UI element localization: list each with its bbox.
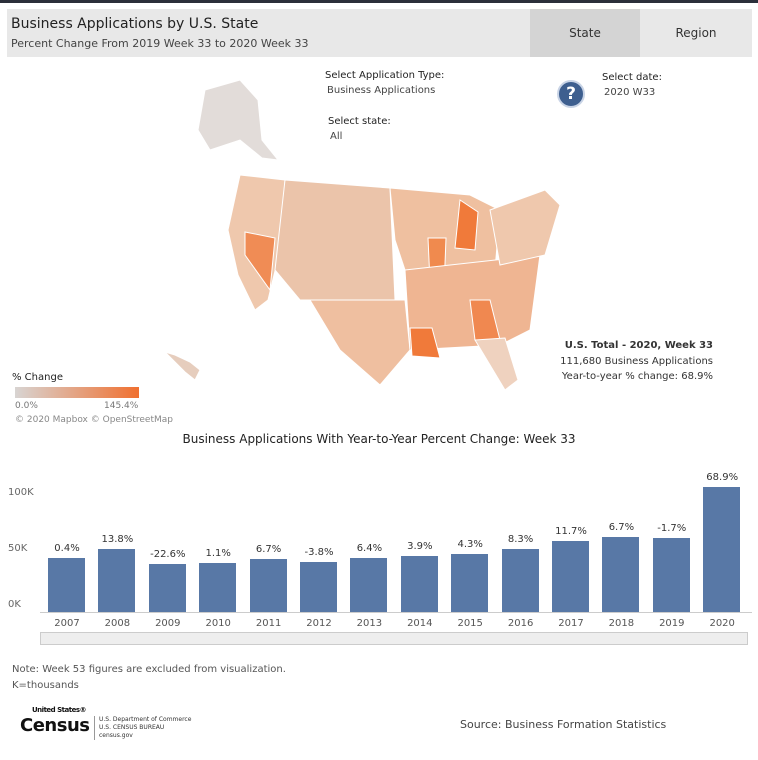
bar-value-label: 6.7% [608, 521, 635, 533]
bar-value-label: 6.7% [255, 544, 282, 556]
total-heading: U.S. Total - 2020, Week 33 [564, 340, 713, 351]
dept-line2: U.S. CENSUS BUREAU [99, 724, 165, 731]
bar-value-label: 4.3% [457, 538, 483, 550]
bar-value-label: -22.6% [150, 548, 186, 560]
x-tick-label: 2010 [205, 618, 231, 629]
x-tick-label: 2009 [155, 618, 181, 629]
y-tick-label: 50K [8, 543, 28, 554]
dept-line1: U.S. Department of Commerce [99, 716, 192, 723]
bar-2008[interactable] [98, 549, 136, 612]
bar-2011[interactable] [249, 559, 287, 612]
help-icon[interactable]: ? [557, 80, 585, 108]
dept-info: U.S. Department of Commerce U.S. CENSUS B… [94, 716, 191, 740]
bar-value-label: 6.4% [356, 543, 383, 555]
legend-title: % Change [12, 372, 63, 383]
map-northeast[interactable] [489, 189, 561, 266]
x-tick-label: 2013 [356, 618, 383, 629]
x-tick-label: 2008 [104, 618, 131, 629]
map-hawaii[interactable] [164, 351, 201, 381]
map-mountain[interactable] [274, 179, 396, 301]
total-apps: 111,680 Business Applications [560, 356, 713, 367]
page-subtitle: Percent Change From 2019 Week 33 to 2020… [11, 37, 309, 50]
bar-value-label: 8.3% [507, 534, 534, 546]
bar-value-label: -3.8% [304, 546, 334, 558]
state-select[interactable]: All [330, 131, 343, 142]
legend-min: 0.0% [15, 401, 38, 411]
date-select[interactable]: 2020 W33 [604, 87, 656, 98]
x-tick-label: 2016 [507, 618, 534, 629]
date-label: Select date: [602, 72, 662, 83]
legend-color-ramp [15, 387, 139, 398]
x-tick-label: 2020 [709, 618, 735, 629]
us-map[interactable] [150, 70, 580, 400]
map-attribution[interactable]: © 2020 Mapbox © OpenStreetMap [15, 415, 173, 425]
bar-2014[interactable] [400, 556, 438, 612]
state-label: Select state: [328, 116, 391, 127]
x-tick-label: 2014 [407, 618, 433, 629]
x-tick-label: 2011 [255, 618, 282, 629]
chart-title: Business Applications With Year-to-Year … [182, 432, 576, 446]
census-logo: United States® Census [20, 706, 90, 736]
tab-region[interactable]: Region [675, 26, 717, 40]
bar-2018[interactable] [602, 536, 640, 612]
y-tick-label: 100K [8, 487, 34, 498]
x-tick-label: 2015 [457, 618, 483, 629]
x-tick-label: 2018 [608, 618, 635, 629]
bar-2020[interactable] [703, 486, 741, 612]
bar-2019[interactable] [652, 538, 690, 612]
bar-value-label: 13.8% [101, 534, 134, 546]
map-florida[interactable] [474, 337, 519, 391]
bar-value-label: 0.4% [54, 543, 80, 555]
horizontal-scrollbar[interactable] [40, 632, 748, 645]
dept-line3: census.gov [99, 732, 133, 739]
app-type-label: Select Application Type: [325, 70, 445, 81]
map-nevada[interactable] [244, 231, 276, 292]
note: Note: Week 53 figures are excluded from … [12, 664, 286, 675]
bar-value-label: 1.1% [205, 547, 231, 559]
bar-value-label: 3.9% [407, 541, 433, 552]
bar-value-label: 68.9% [706, 471, 739, 483]
logo-main: Census [20, 715, 90, 736]
app-type-select[interactable]: Business Applications [327, 85, 436, 96]
bar-2007[interactable] [48, 558, 85, 612]
bar-2009[interactable] [148, 563, 186, 612]
bar-value-label: 11.7% [555, 526, 587, 538]
x-axis [40, 612, 752, 613]
map-texas[interactable] [309, 299, 411, 386]
map-louisiana[interactable] [409, 327, 441, 359]
bar-2017[interactable] [552, 541, 589, 612]
bar-2010[interactable] [199, 562, 237, 612]
x-tick-label: 2019 [659, 618, 685, 629]
y-tick-label: 0K [8, 599, 21, 610]
bar-value-label: -1.7% [657, 523, 687, 535]
bar-2013[interactable] [350, 558, 388, 612]
map-michigan[interactable] [454, 199, 479, 251]
bar-2012[interactable] [300, 561, 337, 612]
x-tick-label: 2012 [306, 618, 332, 629]
x-tick-label: 2007 [54, 618, 80, 629]
units-note: K=thousands [12, 680, 79, 691]
legend-max: 145.4% [104, 401, 139, 411]
header: Business Applications by U.S. State Perc… [7, 9, 752, 57]
top-bar [0, 0, 758, 3]
x-tick-label: 2017 [558, 618, 584, 629]
source: Source: Business Formation Statistics [460, 718, 667, 731]
map-alaska[interactable] [197, 79, 280, 161]
bar-2015[interactable] [451, 553, 489, 612]
total-yoy: Year-to-year % change: 68.9% [561, 371, 713, 382]
logo-top: United States® [32, 706, 86, 714]
tab-state[interactable]: State [530, 9, 640, 57]
page-title: Business Applications by U.S. State [11, 16, 259, 32]
bar-2016[interactable] [501, 549, 539, 612]
